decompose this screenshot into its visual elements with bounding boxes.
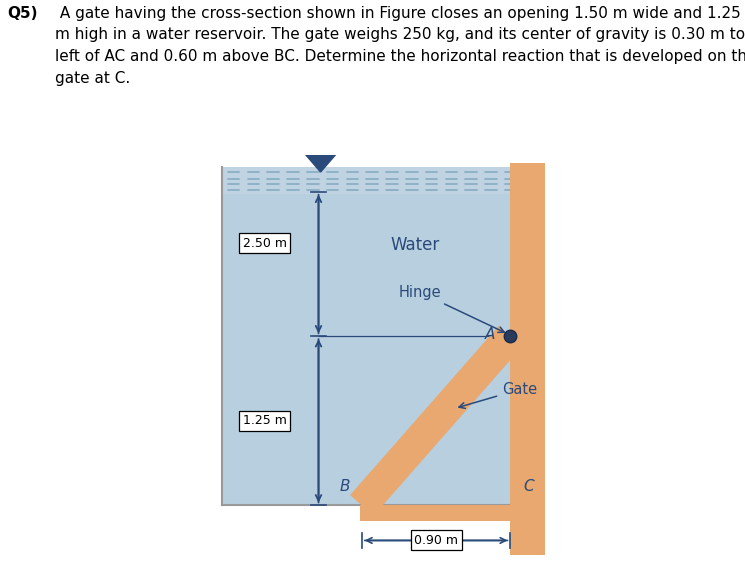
Text: C: C bbox=[524, 480, 534, 494]
Bar bbox=[510, 505, 545, 523]
Text: Gate: Gate bbox=[459, 382, 537, 409]
Text: Q5): Q5) bbox=[7, 6, 38, 21]
Text: 0.90 m: 0.90 m bbox=[414, 534, 458, 547]
Text: Water: Water bbox=[391, 237, 440, 254]
Text: A gate having the cross-section shown in Figure closes an opening 1.50 m wide an: A gate having the cross-section shown in… bbox=[55, 6, 745, 85]
Bar bbox=[510, 163, 545, 555]
Text: Hinge: Hinge bbox=[399, 285, 504, 332]
Polygon shape bbox=[350, 326, 522, 516]
Text: 2.50 m: 2.50 m bbox=[243, 237, 287, 250]
Bar bbox=[221, 167, 510, 194]
Polygon shape bbox=[305, 154, 336, 172]
Text: B: B bbox=[340, 480, 351, 494]
Bar bbox=[360, 505, 524, 521]
Text: A: A bbox=[484, 327, 495, 342]
Text: 1.25 m: 1.25 m bbox=[243, 414, 287, 427]
Bar bbox=[221, 175, 510, 505]
